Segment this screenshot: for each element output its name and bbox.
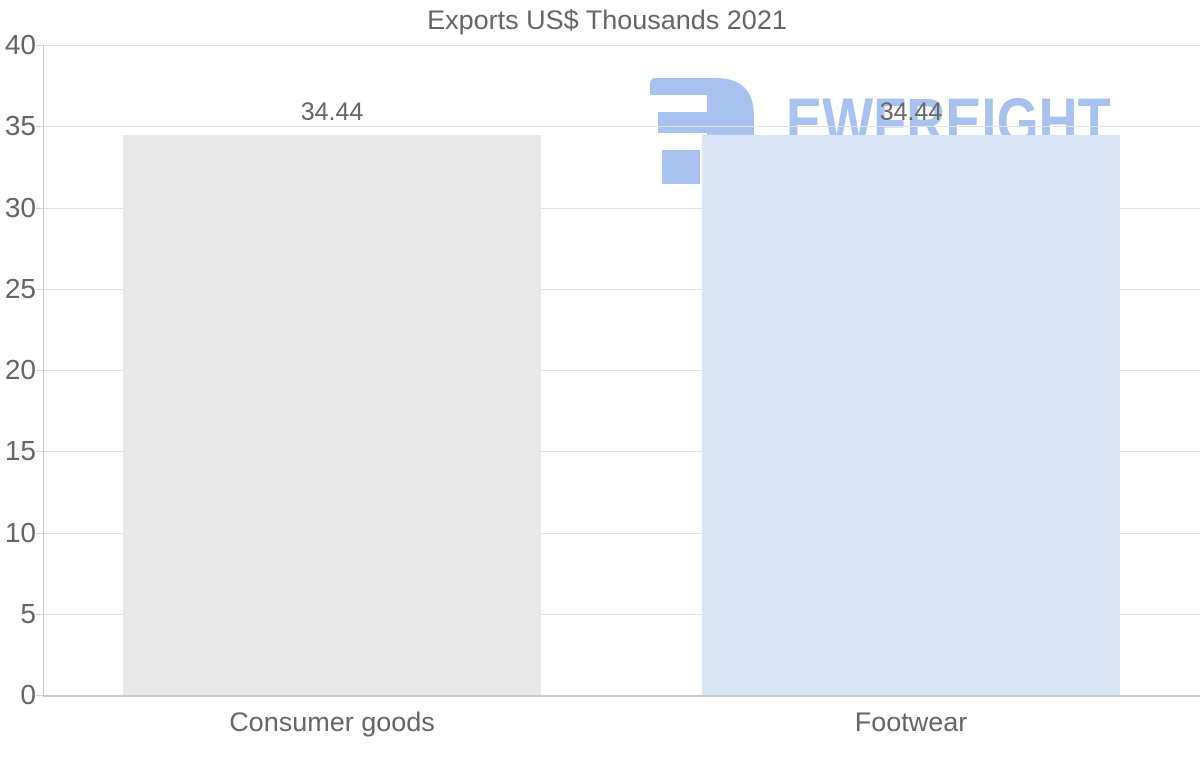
- y-tick-label-40: 40: [4, 29, 36, 60]
- y-tick-mark-40: [36, 45, 43, 46]
- gridline-y-30: [43, 208, 1200, 209]
- y-tick-mark-35: [36, 126, 43, 127]
- category-label-footwear: Footwear: [854, 707, 968, 737]
- gridline-y-15: [43, 451, 1200, 452]
- y-tick-label-0: 0: [20, 679, 36, 710]
- bar-footwear: [702, 135, 1120, 695]
- y-tick-label-30: 30: [4, 192, 36, 223]
- gridline-y-10: [43, 533, 1200, 534]
- gridline-y-5: [43, 614, 1200, 615]
- value-label-consumer-goods: 34.44: [300, 98, 364, 126]
- y-tick-label-25: 25: [4, 273, 36, 304]
- category-label-consumer-goods: Consumer goods: [229, 707, 435, 737]
- y-tick-mark-15: [36, 451, 43, 452]
- chart-title: Exports US$ Thousands 2021: [427, 5, 787, 35]
- y-tick-label-15: 15: [4, 435, 36, 466]
- value-label-footwear: 34.44: [879, 98, 943, 126]
- gridline-y-0: [43, 695, 1200, 697]
- gridline-y-40: [43, 45, 1200, 46]
- y-tick-mark-20: [36, 370, 43, 371]
- y-tick-label-10: 10: [4, 517, 36, 548]
- y-tick-mark-30: [36, 208, 43, 209]
- y-tick-mark-25: [36, 289, 43, 290]
- y-tick-label-35: 35: [4, 110, 36, 141]
- y-tick-label-20: 20: [4, 354, 36, 385]
- bar-consumer-goods: [123, 135, 541, 695]
- y-axis-line: [43, 45, 44, 695]
- y-tick-mark-0: [36, 695, 43, 696]
- y-tick-mark-10: [36, 533, 43, 534]
- y-tick-mark-5: [36, 614, 43, 615]
- gridline-y-25: [43, 289, 1200, 290]
- gridline-y-20: [43, 370, 1200, 371]
- gridline-y-35: [43, 126, 1200, 127]
- y-tick-label-5: 5: [20, 598, 36, 629]
